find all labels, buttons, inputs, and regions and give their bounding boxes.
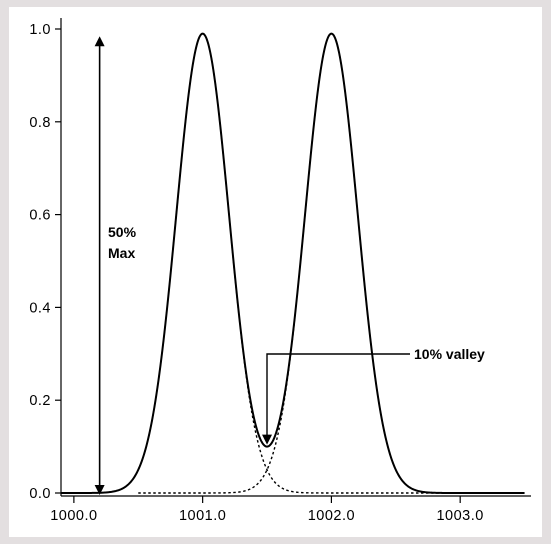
- x-tick-label: 1000.0: [50, 508, 97, 524]
- y-tick-label: 0.0: [29, 486, 51, 502]
- curves: [61, 32, 525, 494]
- valley-label: 10% valley: [414, 346, 485, 362]
- half-max-label-line2: Max: [108, 245, 135, 261]
- y-tick-label: 0.4: [29, 300, 51, 316]
- y-tick-label: 0.6: [29, 208, 51, 224]
- sum-curve: [61, 32, 525, 494]
- chart-panel: 0.0 0.2 0.4 0.6 0.8 1.0 1000.0 1001.0 1002.0 1003…: [9, 7, 542, 537]
- chart: 0.0 0.2 0.4 0.6 0.8 1.0 1000.0 1001.0 1002.0 1003…: [29, 18, 531, 524]
- valley-callout-line: [266, 353, 410, 437]
- x-tick-label: 1002.0: [308, 508, 355, 524]
- axes: 0.0 0.2 0.4 0.6 0.8 1.0 1000.0 1001.0 1002.0 1003…: [29, 18, 531, 524]
- half-max-label-line1: 50%: [108, 224, 137, 240]
- annotations: 50% Max 10% valley: [94, 36, 485, 495]
- valley-arrowhead: [262, 434, 273, 445]
- component-peak-1: [112, 32, 461, 494]
- y-tick-label: 1.0: [29, 22, 51, 38]
- y-tick-label: 0.2: [29, 393, 51, 409]
- y-tick-label: 0.8: [29, 115, 51, 131]
- x-tick-label: 1003.0: [436, 508, 483, 524]
- component-peak-2: [138, 32, 512, 494]
- x-tick-label: 1001.0: [179, 508, 226, 524]
